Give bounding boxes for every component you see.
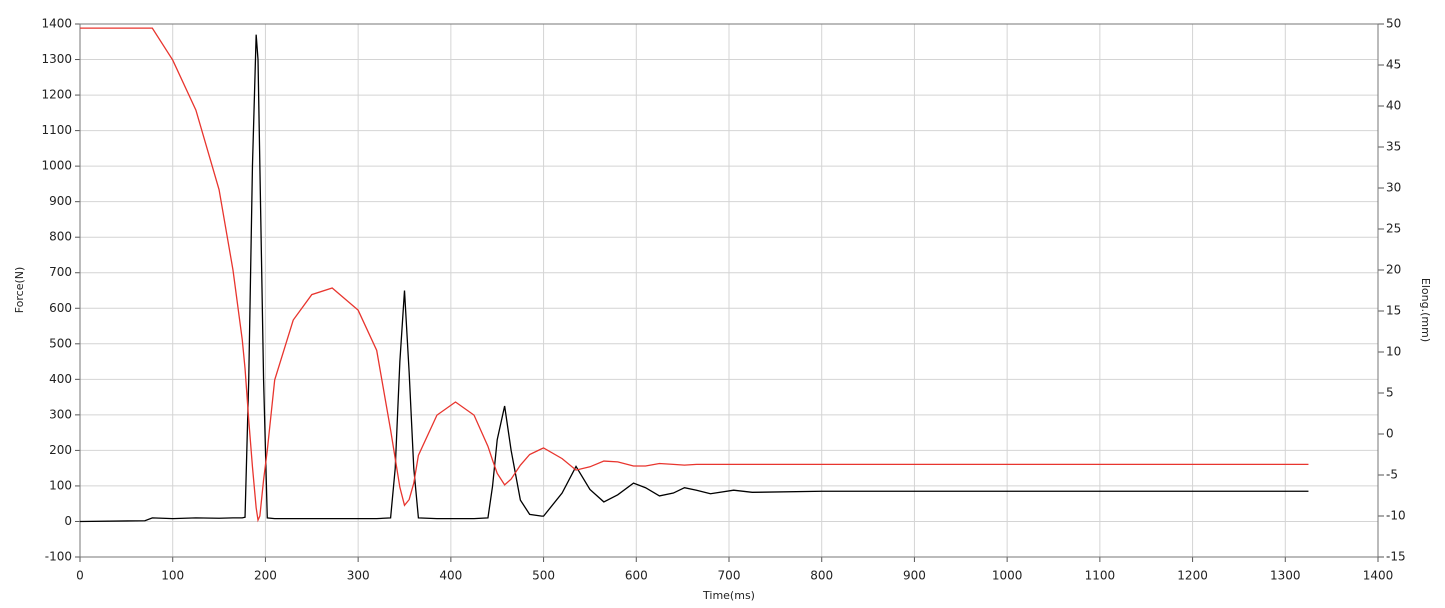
- y2-tick-label: 40: [1386, 99, 1401, 113]
- y-tick-label: 1000: [41, 159, 72, 173]
- data-line: [79, 34, 1309, 523]
- y2-tick-label: 10: [1386, 345, 1401, 359]
- x-tick-label: 1400: [1363, 569, 1394, 583]
- y2-tick-label: 25: [1386, 222, 1401, 236]
- x-tick-label: 400: [439, 569, 462, 583]
- y2-tick-label: -5: [1386, 468, 1398, 482]
- x-tick-label: 900: [903, 569, 926, 583]
- y-tick-label: 800: [49, 230, 72, 244]
- y2-tick-label: -10: [1386, 509, 1406, 523]
- y2-axis-label: Elong.(mm): [1419, 278, 1432, 342]
- y-tick-label: 400: [49, 372, 72, 386]
- y-tick-label: 0: [64, 514, 72, 528]
- x-axis-label: Time(ms): [702, 589, 755, 602]
- x-tick-label: 1100: [1085, 569, 1116, 583]
- y-tick-label: 500: [49, 336, 72, 350]
- x-tick-label: 300: [347, 569, 370, 583]
- data-line: [80, 27, 1309, 523]
- y-axis-label: Force(N): [13, 267, 26, 314]
- y2-tick-label: 0: [1386, 427, 1394, 441]
- y-tick-label: 700: [49, 265, 72, 279]
- y-tick-label: 1100: [41, 123, 72, 137]
- plot-frame: [79, 23, 1379, 558]
- y2-tick-label: 35: [1386, 140, 1401, 154]
- y-tick-label: 600: [49, 301, 72, 315]
- y2-tick-label: 50: [1386, 17, 1401, 31]
- x-tick-label: 100: [161, 569, 184, 583]
- x-tick-label: 600: [625, 569, 648, 583]
- x-tick-label: 200: [254, 569, 277, 583]
- x-tick-label: 500: [532, 569, 555, 583]
- y2-tick-label: 45: [1386, 58, 1401, 72]
- x-tick-label: 1200: [1177, 569, 1208, 583]
- y-tick-label: 300: [49, 407, 72, 421]
- x-tick-label: 1000: [992, 569, 1023, 583]
- y2-tick-label: 30: [1386, 181, 1401, 195]
- y-tick-label: 1200: [41, 88, 72, 102]
- y2-tick-label: 5: [1386, 386, 1394, 400]
- x-tick-label: 800: [810, 569, 833, 583]
- x-tick-label: 1300: [1270, 569, 1301, 583]
- y-tick-label: 200: [49, 443, 72, 457]
- y-tick-label: -100: [45, 550, 72, 564]
- y-tick-label: 100: [49, 478, 72, 492]
- y2-tick-label: 20: [1386, 263, 1401, 277]
- x-tick-label: 0: [76, 569, 84, 583]
- y-tick-label: 1300: [41, 52, 72, 66]
- y-tick-label: 1400: [41, 17, 72, 31]
- y2-tick-label: -15: [1386, 550, 1406, 564]
- y2-tick-label: 15: [1386, 304, 1401, 318]
- x-tick-label: 700: [718, 569, 741, 583]
- y-tick-label: 900: [49, 194, 72, 208]
